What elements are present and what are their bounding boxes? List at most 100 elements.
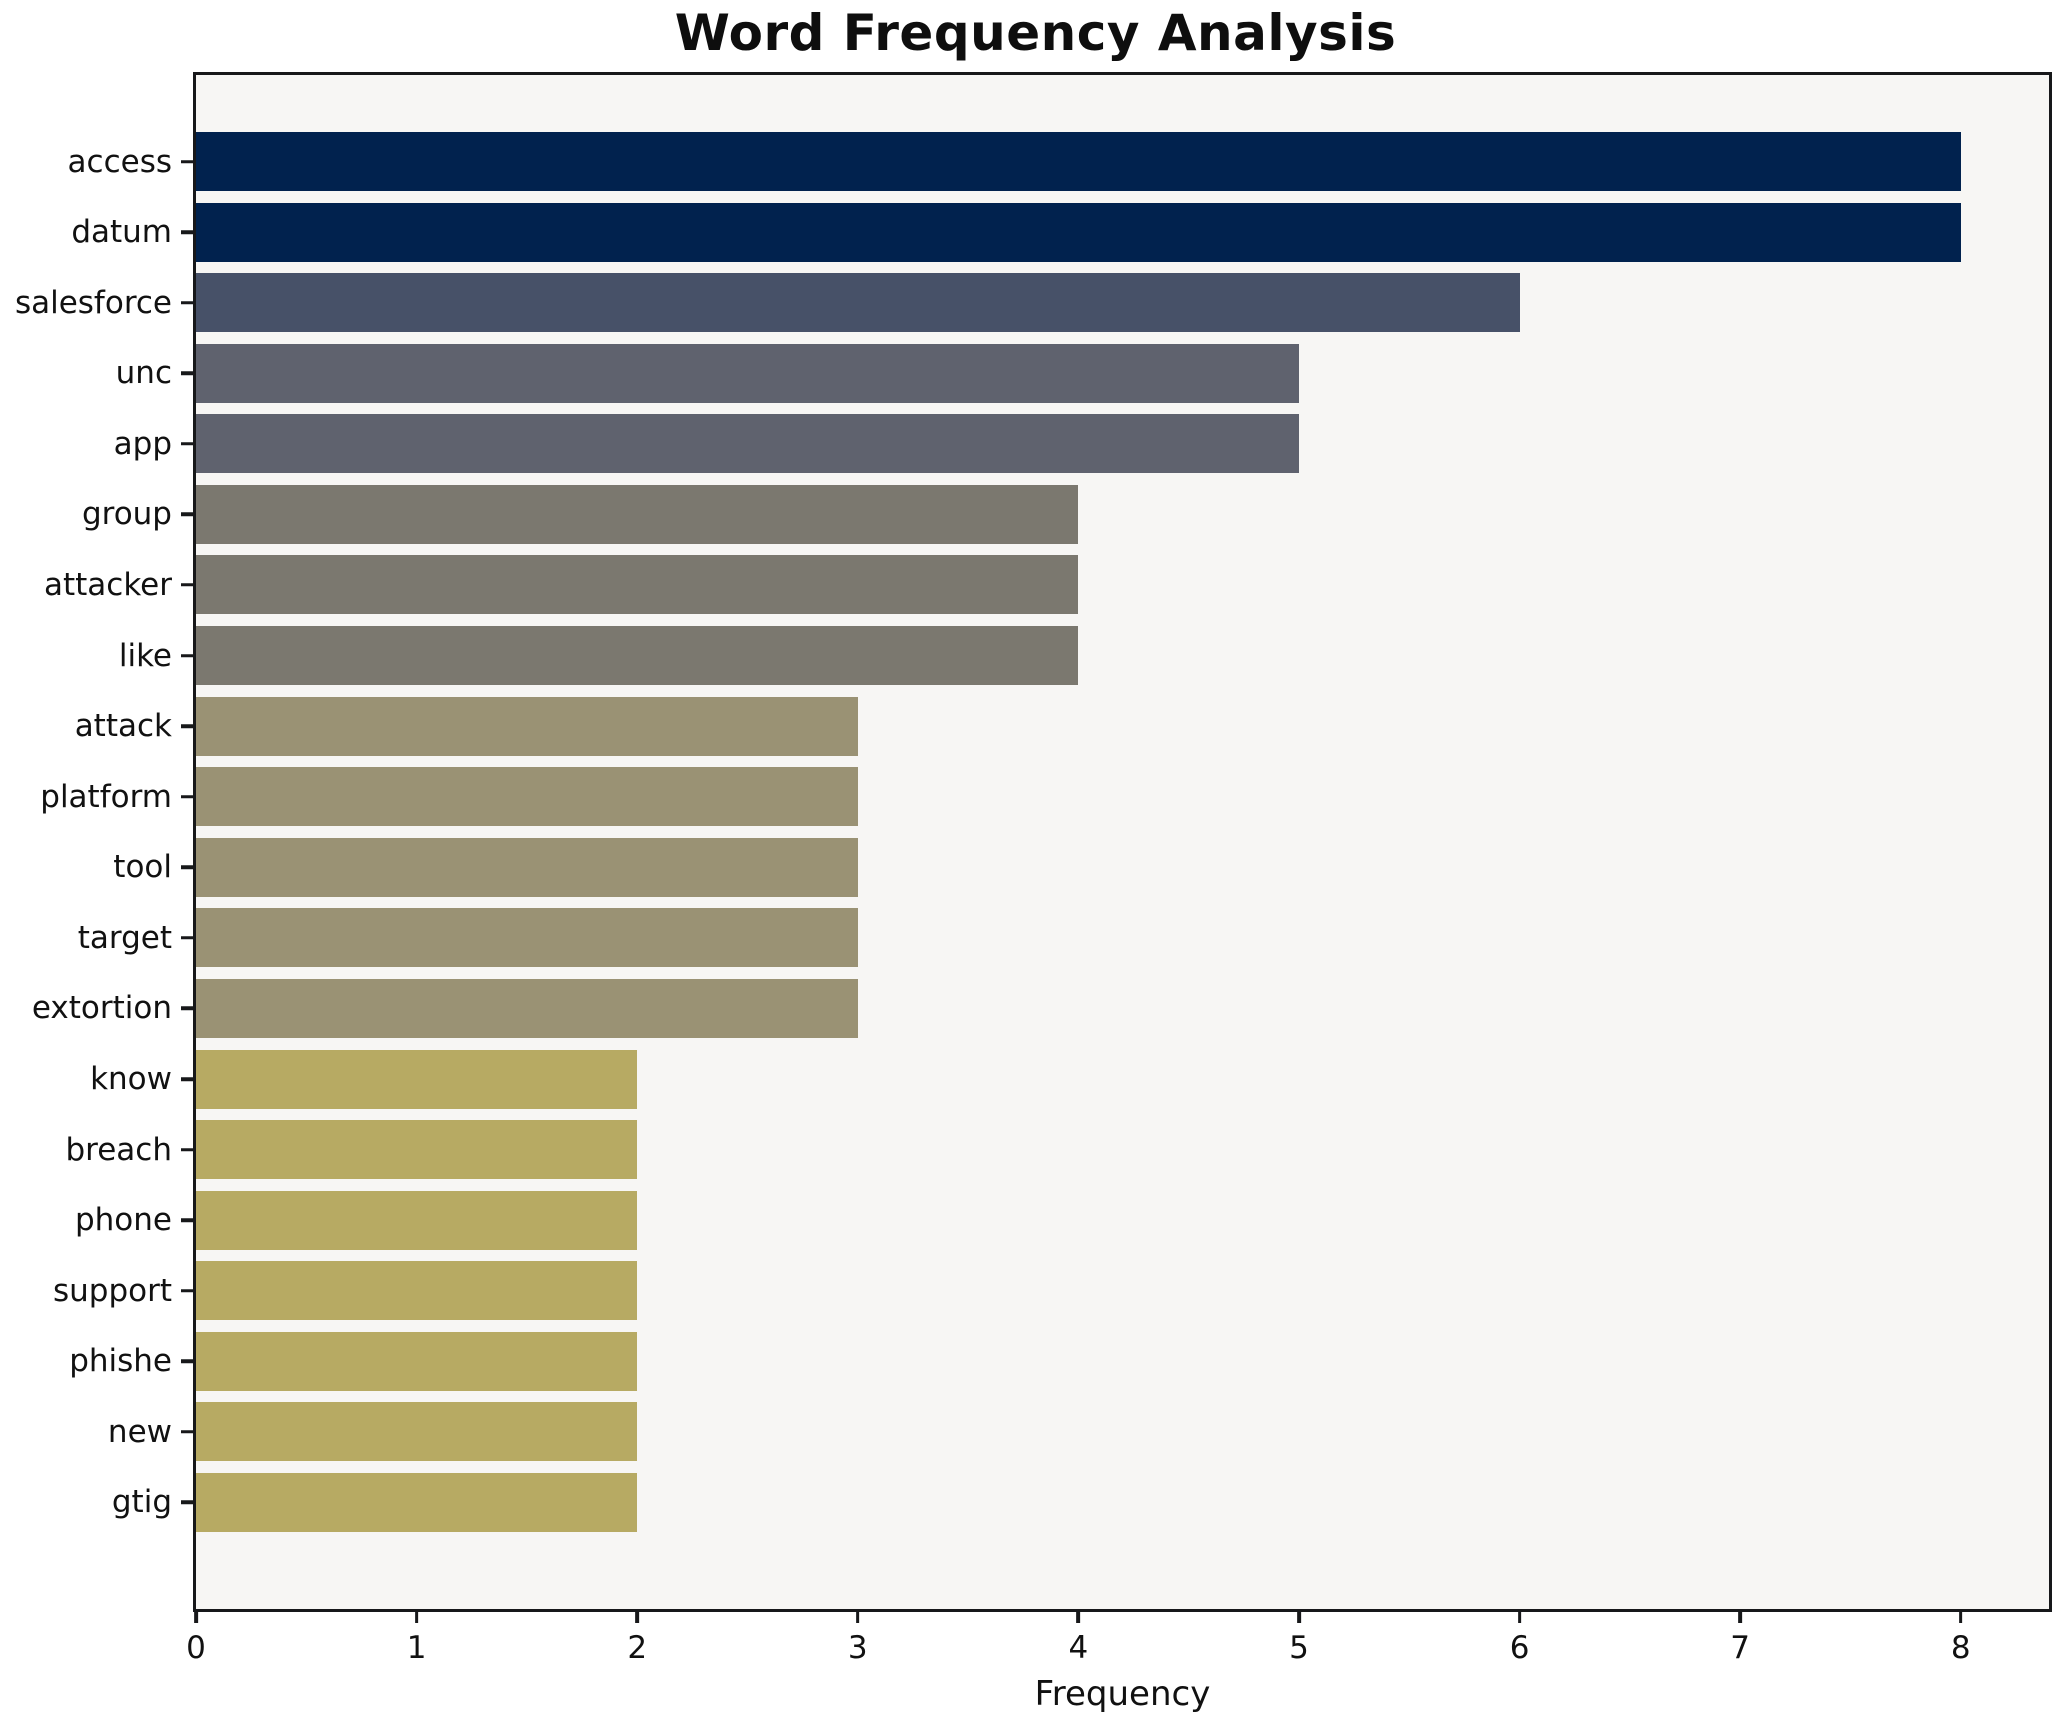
y-tick-label: salesforce	[14, 284, 172, 321]
x-tick-label: 6	[1509, 1630, 1530, 1666]
x-tick-label: 8	[1950, 1630, 1971, 1666]
frequency-bar	[196, 1120, 638, 1180]
y-tick-mark	[181, 1430, 193, 1434]
x-tick: 3	[848, 1609, 868, 1666]
bar-row: attacker	[44, 555, 2049, 615]
x-tick-mark	[1076, 1609, 1081, 1623]
x-axis-label: Frequency	[1034, 1674, 1211, 1714]
x-tick: 8	[1951, 1609, 1971, 1666]
y-tick-mark	[181, 865, 193, 870]
x-tick-mark	[635, 1609, 639, 1623]
bar-row: phishe	[69, 1331, 2049, 1391]
y-tick-mark	[181, 724, 193, 728]
frequency-bar	[196, 202, 1961, 262]
y-tick-mark	[181, 794, 193, 799]
frequency-bar	[196, 767, 858, 827]
y-tick-label: target	[77, 919, 172, 956]
x-tick-mark	[1958, 1609, 1963, 1623]
bar-row: target	[78, 908, 2049, 968]
plot-area: access datum salesforce unc app group attacker…	[15, 72, 2052, 1666]
bar-row: platform	[40, 767, 2049, 827]
x-tick-label: 7	[1730, 1630, 1751, 1666]
y-tick-mark	[181, 1359, 193, 1364]
y-tick-label: extortion	[31, 990, 172, 1027]
frequency-bar	[196, 908, 858, 968]
y-tick-label: new	[107, 1413, 172, 1450]
frequency-bar	[196, 343, 1299, 403]
x-tick-mark	[414, 1609, 419, 1623]
x-tick: 4	[1068, 1609, 1089, 1666]
y-tick-mark	[181, 1289, 193, 1293]
x-tick: 5	[1289, 1609, 1309, 1666]
frequency-bar	[196, 1049, 638, 1109]
x-tick-label: 4	[1068, 1630, 1089, 1666]
y-tick-label: phishe	[69, 1343, 172, 1380]
bar-row: app	[114, 414, 2049, 474]
frequency-bar	[196, 1402, 638, 1462]
x-tick: 0	[186, 1609, 206, 1666]
y-tick-label: attack	[74, 708, 172, 745]
y-tick-label: support	[52, 1272, 172, 1309]
y-tick-label: tool	[113, 849, 172, 886]
y-tick-mark	[181, 159, 193, 164]
x-tick-mark	[1297, 1609, 1301, 1623]
frequency-bar	[196, 626, 1079, 686]
bar-row: unc	[116, 343, 2049, 403]
y-tick-label: datum	[71, 214, 172, 251]
bar-row: gtig	[112, 1472, 2049, 1532]
bar-row: datum	[71, 202, 2049, 262]
frequency-bar	[196, 978, 858, 1038]
y-tick-mark	[181, 1006, 193, 1011]
bar-row: new	[108, 1402, 2049, 1462]
x-tick: 2	[627, 1609, 647, 1666]
y-tick-label: phone	[74, 1202, 172, 1239]
y-tick-mark	[181, 1147, 193, 1152]
y-tick-mark	[181, 653, 193, 658]
x-tick-label: 2	[627, 1630, 648, 1666]
y-tick-mark	[181, 230, 193, 234]
frequency-bar	[196, 1331, 638, 1391]
y-tick-label: unc	[115, 355, 172, 392]
bar-row: tool	[113, 837, 2049, 897]
bars-container: access datum salesforce unc app group attacker…	[15, 132, 2049, 1532]
y-tick-mark	[181, 1500, 193, 1505]
frequency-bar	[196, 1190, 638, 1250]
y-tick-mark	[181, 300, 193, 305]
bar-row: support	[53, 1261, 2049, 1321]
bar-row: attack	[75, 696, 2049, 756]
bar-row: group	[82, 484, 2049, 544]
y-tick-label: app	[113, 425, 172, 462]
y-tick-mark	[181, 371, 193, 375]
frequency-bar	[196, 484, 1079, 544]
bar-row: breach	[65, 1120, 2049, 1180]
bar-row: know	[90, 1049, 2049, 1109]
y-tick-label: know	[90, 1061, 172, 1098]
bar-row: access	[68, 132, 2049, 191]
frequency-bar	[196, 132, 1961, 191]
chart-title: Word Frequency Analysis	[674, 4, 1397, 62]
y-tick-label: platform	[40, 778, 172, 815]
bar-row: like	[119, 626, 2049, 686]
y-tick-label: gtig	[111, 1484, 172, 1521]
x-tick-label: 1	[406, 1630, 427, 1666]
x-tick-mark	[856, 1609, 860, 1623]
y-tick-label: attacker	[43, 566, 172, 603]
y-tick-mark	[181, 1218, 193, 1222]
frequency-bar	[196, 1261, 638, 1321]
x-tick-label: 3	[847, 1630, 868, 1666]
y-tick-label: group	[81, 496, 172, 533]
frequency-bar	[196, 696, 858, 756]
y-tick-label: access	[67, 143, 172, 180]
x-tick-mark	[1738, 1609, 1742, 1623]
y-tick-label: breach	[65, 1131, 172, 1168]
x-tick: 7	[1730, 1609, 1750, 1666]
x-tick: 6	[1509, 1609, 1530, 1666]
frequency-bar	[196, 414, 1299, 474]
y-tick-mark	[181, 442, 193, 446]
frequency-bar	[196, 1472, 638, 1532]
y-tick-mark	[181, 583, 193, 587]
frequency-bar	[196, 555, 1079, 615]
y-tick-mark	[181, 512, 193, 517]
x-tick: 1	[406, 1609, 427, 1666]
y-tick-label: like	[118, 637, 172, 674]
